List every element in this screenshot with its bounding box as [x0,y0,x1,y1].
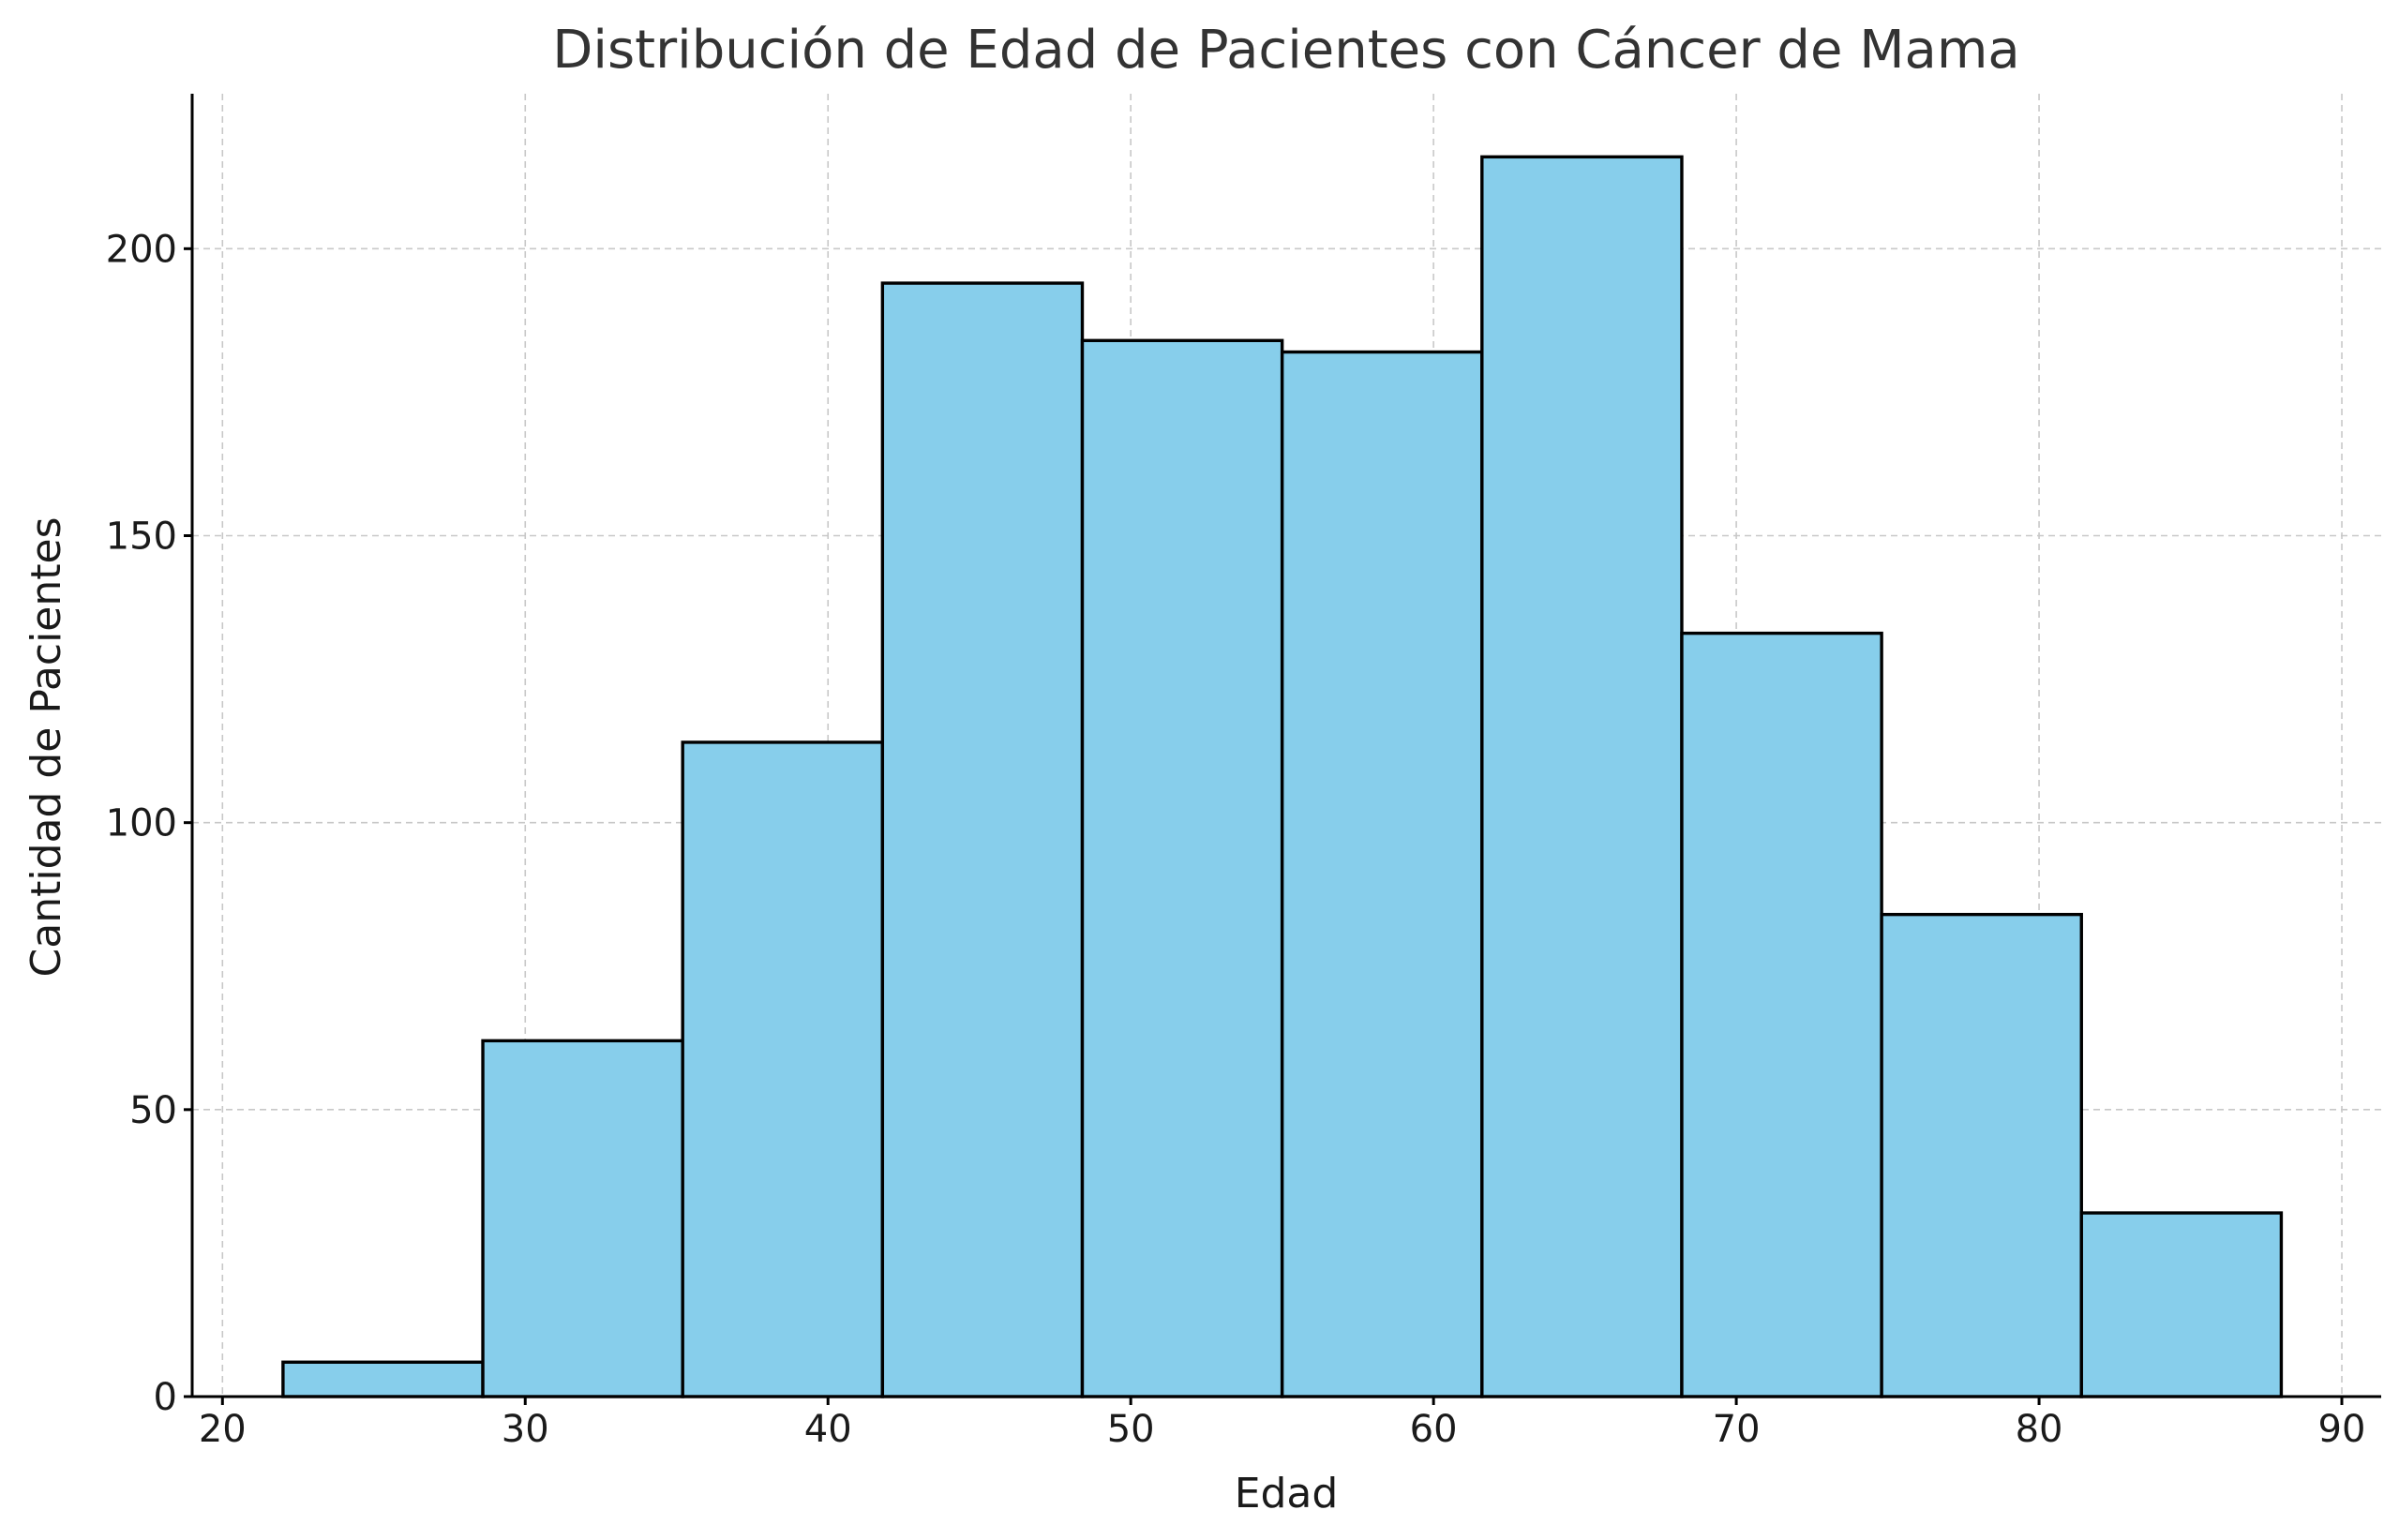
y-tick-label: 150 [106,515,177,558]
histogram-bar [1680,631,1883,1398]
histogram-bar [1280,350,1484,1398]
x-axis-title: Edad [1235,1470,1339,1518]
y-tick-label: 200 [106,228,177,271]
x-tick-label: 80 [2016,1408,2063,1451]
y-tick-label: 0 [154,1376,177,1419]
histogram-bar [880,281,1085,1398]
y-tick-label: 100 [106,802,177,845]
x-tick-label: 60 [1410,1408,1458,1451]
y-tick-label: 50 [129,1089,177,1132]
x-tick-label: 70 [1713,1408,1761,1451]
x-tick-label: 90 [2318,1408,2366,1451]
x-tick-label: 40 [804,1408,852,1451]
histogram-bar [481,1039,684,1398]
y-axis-title: Cantidad de Pacientes [22,517,70,978]
histogram-bar [281,1360,485,1398]
x-tick-label: 20 [199,1408,247,1451]
x-tick-label: 50 [1107,1408,1155,1451]
axes [184,94,2381,1405]
histogram-bar [681,740,885,1398]
histogram-bar [1880,912,2083,1398]
histogram-bar [1080,338,1284,1398]
tick-labels: 20 30 40 50 60 70 80 90 0 50 100 150 200 [106,228,2366,1451]
chart-title: Distribución de Edad de Pacientes con Cá… [552,20,2019,81]
x-tick-label: 30 [502,1408,549,1451]
histogram-bar [1480,155,1684,1398]
histogram-bar [2079,1211,2284,1398]
histogram-bars [281,155,2284,1398]
